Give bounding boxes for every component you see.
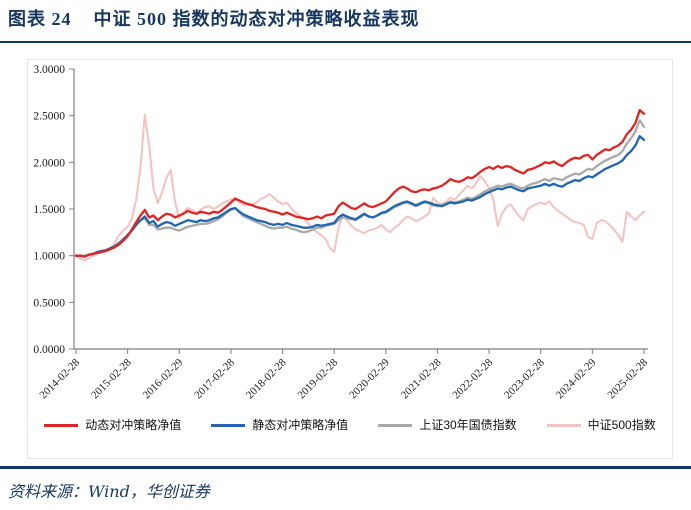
x-tick-label: 2014-02-28 [37,356,82,401]
legend-item-上证30年国债指数: 上证30年国债指数 [378,418,517,432]
footer-divider [0,466,691,469]
y-tick-label: 0.5000 [33,297,65,309]
y-tick-label: 1.0000 [33,251,65,263]
figure-title: 中证 500 指数的动态对冲策略收益表现 [93,9,420,29]
legend-swatch [378,423,413,427]
x-tick-label: 2016-02-29 [141,356,186,401]
legend-item-中证500指数: 中证500指数 [546,418,656,432]
x-tick-label: 2024-02-29 [554,356,599,401]
legend-swatch [546,423,581,427]
y-tick-label: 2.0000 [33,157,65,169]
legend-swatch [44,423,79,427]
y-tick-label: 1.5000 [33,204,65,216]
x-tick-label: 2018-02-28 [244,356,289,401]
x-tick-label: 2020-02-29 [347,356,392,401]
chart-legend: 动态对冲策略净值 静态对冲策略净值 上证30年国债指数 中证500指数 [28,419,672,431]
series-line-静态对冲策略净值 [74,135,646,258]
legend-item-动态对冲策略净值: 动态对冲策略净值 [44,419,181,431]
chart-area: 0.0000 0.5000 1.0000 1.5000 2.0000 2.5000 3.00… [27,59,673,459]
source-note: 资料来源：Wind，华创证券 [8,482,210,501]
series-line-动态对冲策略净值 [74,108,646,258]
y-tick-label: 0.0000 [33,344,65,356]
series-line-上证30年国债指数 [74,119,646,257]
legend-label: 上证30年国债指数 [419,418,517,432]
y-tick-label: 2.5000 [33,111,65,123]
x-tick-label: 2015-02-28 [89,356,134,401]
legend-swatch [211,423,246,427]
legend-label: 动态对冲策略净值 [85,418,182,432]
figure-label: 图表 24 [8,9,72,29]
x-tick-label: 2017-02-28 [192,356,237,401]
figure-header: 图表 24 中证 500 指数的动态对冲策略收益表现 [8,5,683,31]
x-tick-label: 2021-02-28 [399,356,444,401]
legend-item-静态对冲策略净值: 静态对冲策略净值 [211,419,348,431]
x-tick-label: 2025-02-28 [605,356,650,401]
title-divider [0,41,691,43]
x-tick-label: 2022-02-28 [450,356,495,401]
legend-label: 中证500指数 [587,418,656,432]
series-line-中证500指数 [74,113,646,262]
line-chart: 0.0000 0.5000 1.0000 1.5000 2.0000 2.5000 3.00… [33,64,650,401]
y-tick-label: 3.0000 [33,64,65,76]
legend-label: 静态对冲策略净值 [252,418,349,432]
x-tick-label: 2023-02-28 [502,356,547,401]
x-tick-label: 2019-02-28 [296,356,341,401]
